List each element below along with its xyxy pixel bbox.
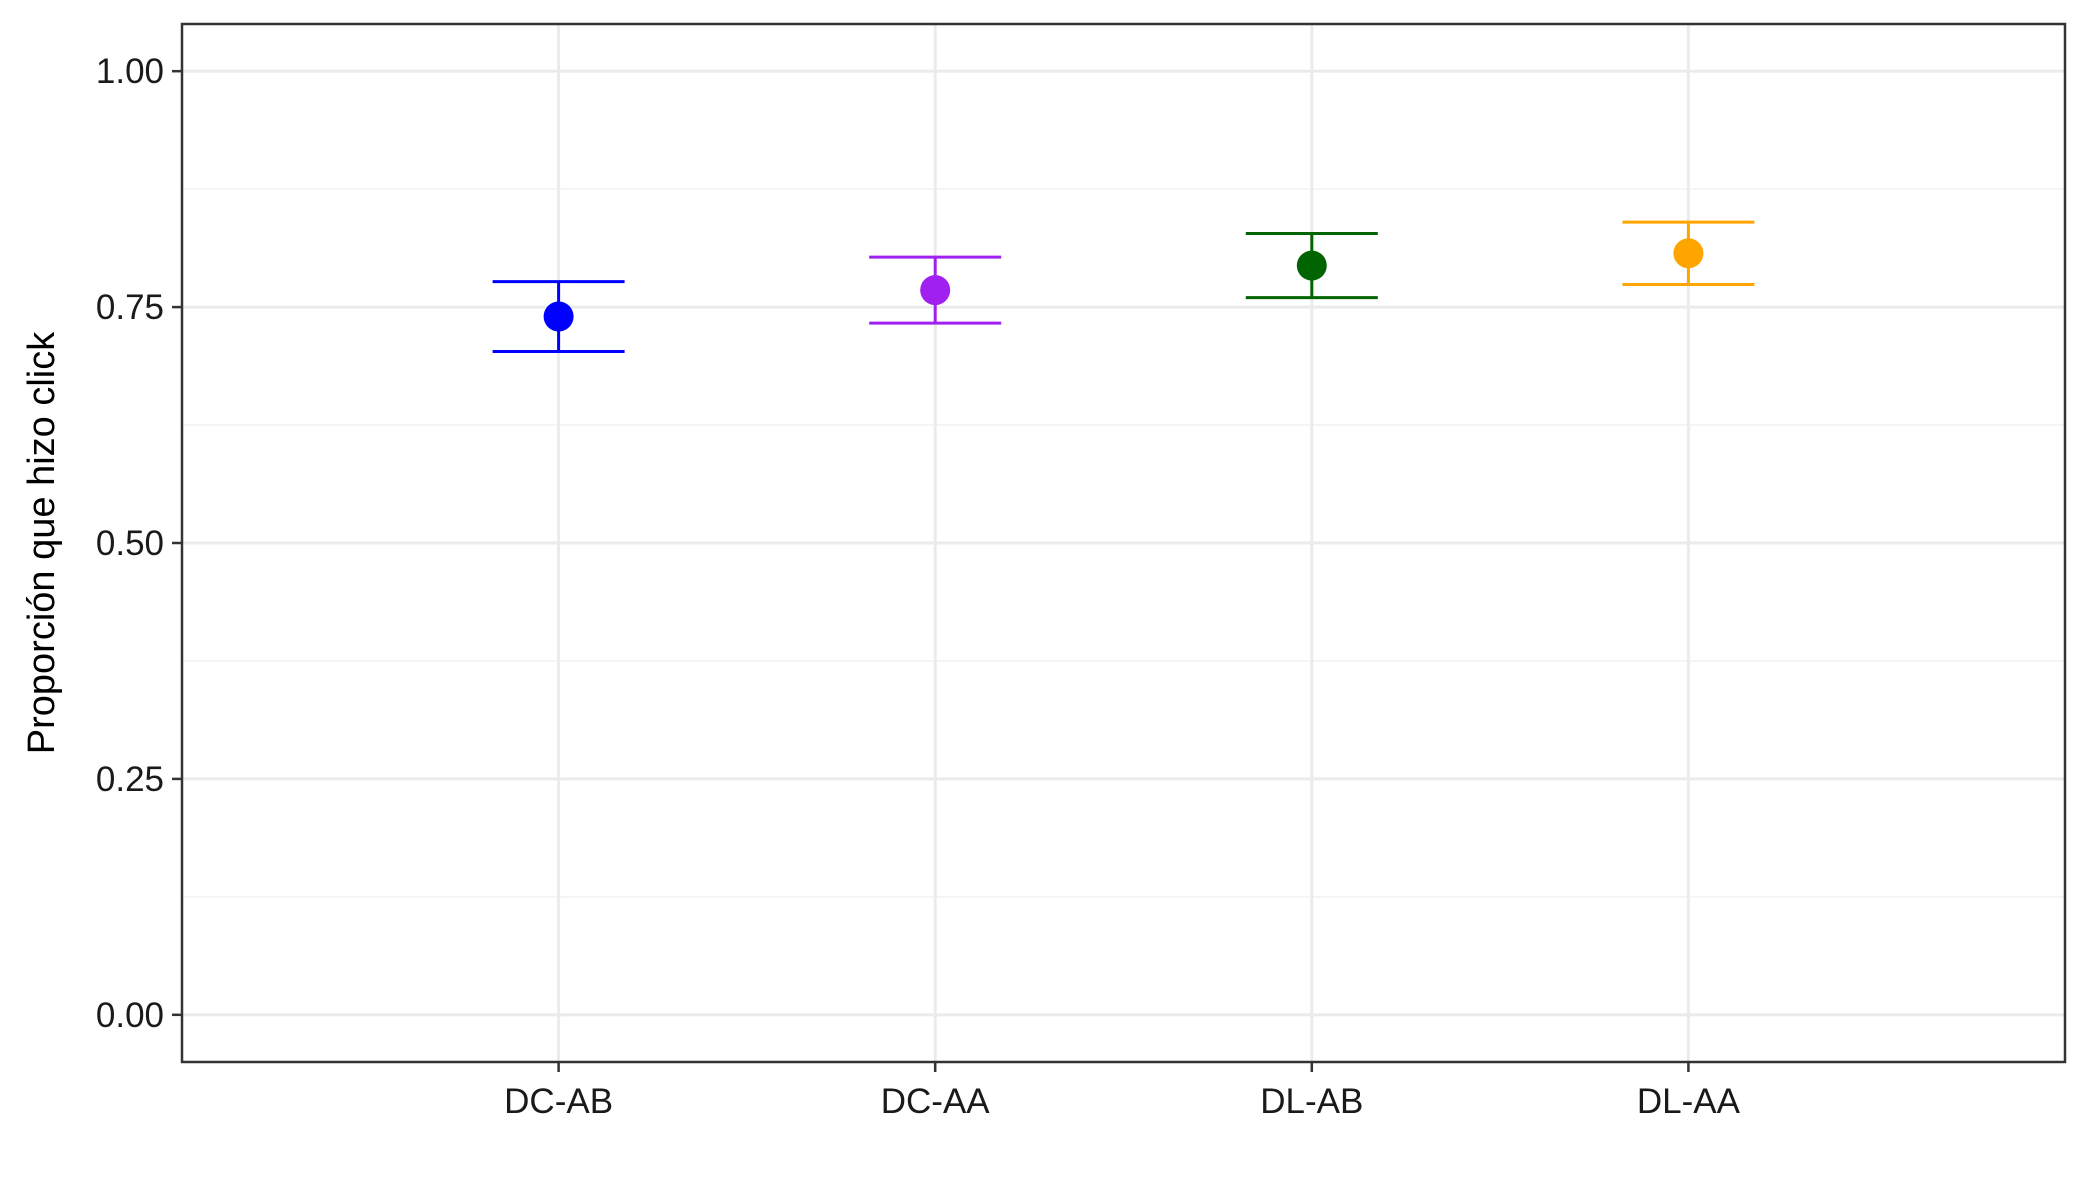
y-tick-label: 0.00 — [96, 996, 164, 1035]
grid-major — [182, 24, 2065, 1062]
data-marks — [492, 220, 1755, 353]
x-axis: DC-AB DC-AA DL-AB DL-AA — [504, 1062, 1741, 1121]
point-dc-ab — [543, 301, 574, 332]
y-axis: 0.00 0.25 0.50 0.75 1.00 — [96, 52, 182, 1035]
point-dl-ab — [1296, 250, 1327, 281]
point-dc-aa — [920, 275, 951, 306]
x-tick-label: DL-AB — [1260, 1082, 1363, 1121]
y-tick-label: 0.75 — [96, 288, 164, 327]
point-dl-aa — [1673, 238, 1704, 269]
y-axis-title: Proporción que hizo click — [21, 331, 63, 754]
x-tick-label: DC-AB — [504, 1082, 613, 1121]
y-tick-label: 0.25 — [96, 760, 164, 799]
y-tick-label: 1.00 — [96, 52, 164, 91]
grid-minor — [182, 188, 2065, 898]
x-tick-label: DC-AA — [881, 1082, 991, 1121]
x-tick-label: DL-AA — [1637, 1082, 1741, 1121]
y-tick-label: 0.50 — [96, 524, 164, 563]
